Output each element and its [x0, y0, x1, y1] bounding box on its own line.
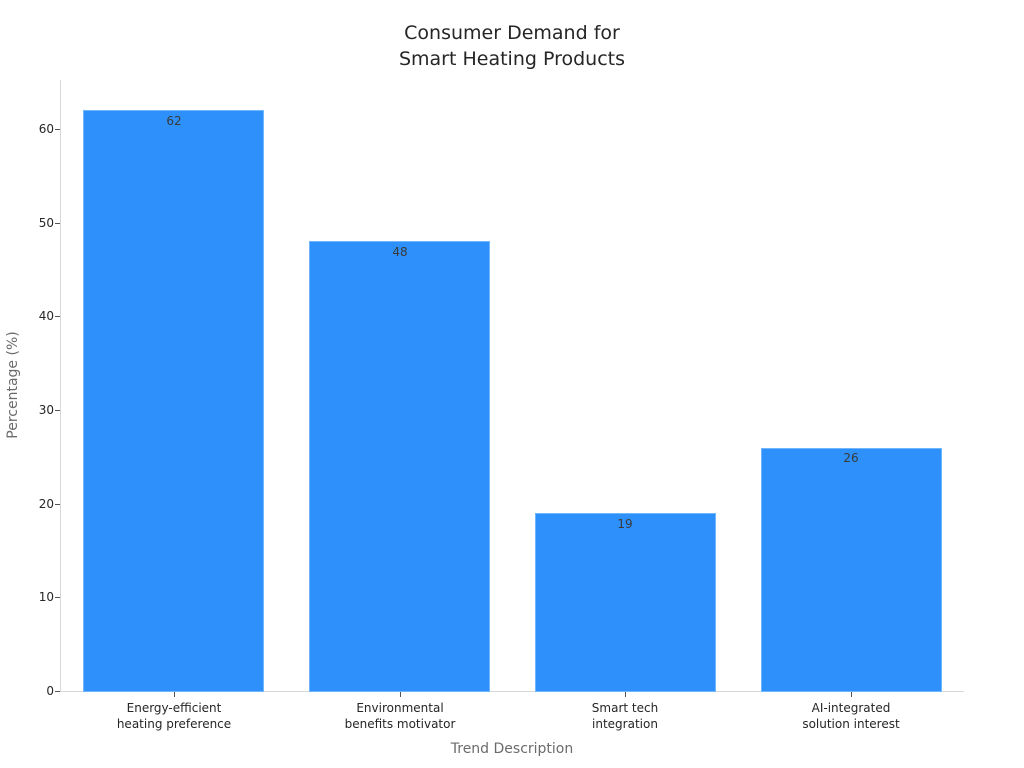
y-tick [55, 223, 60, 224]
x-tick-label: Energy-efficient heating preference [117, 700, 231, 732]
y-axis-title: Percentage (%) [5, 331, 21, 439]
bar-smart-tech[interactable] [535, 513, 716, 692]
chart-title-line-2: Smart Heating Products [398, 48, 626, 70]
x-tick [400, 692, 401, 697]
y-tick [55, 410, 60, 411]
bar-value-label: 48 [392, 245, 408, 259]
bar-value-label: 62 [166, 114, 182, 128]
x-tick [851, 692, 852, 697]
x-tick [625, 692, 626, 697]
y-tick-label: 30 [38, 403, 54, 417]
y-tick-label: 60 [38, 122, 54, 136]
x-axis-line [60, 691, 964, 692]
bar-value-label: 26 [843, 451, 859, 465]
x-label-line: solution interest [802, 717, 900, 731]
chart-title-line-1: Consumer Demand for [404, 22, 620, 44]
y-axis-line [60, 80, 61, 692]
y-tick-label: 10 [38, 590, 54, 604]
y-tick-label: 0 [46, 684, 54, 698]
y-tick [55, 504, 60, 505]
bar-ai-integrated[interactable] [761, 448, 942, 692]
x-label-line: Environmental [356, 701, 444, 715]
y-tick-label: 50 [38, 216, 54, 230]
x-label-line: heating preference [116, 717, 232, 731]
x-tick-label: Smart tech integration [592, 700, 658, 732]
x-label-line: integration [592, 717, 658, 731]
x-tick-label: AI-integrated solution interest [802, 700, 899, 732]
bar-value-label: 19 [617, 517, 633, 531]
x-axis-title: Trend Description [450, 741, 574, 757]
y-tick [55, 129, 60, 130]
y-tick-label: 20 [38, 497, 54, 511]
x-tick-label: Environmental benefits motivator [345, 700, 456, 732]
bar-environmental[interactable] [309, 241, 490, 692]
chart-title: Consumer Demand for Smart Heating Produc… [0, 20, 1024, 72]
y-tick [55, 316, 60, 317]
x-label-line: Smart tech [591, 701, 659, 715]
y-tick [55, 691, 60, 692]
y-tick-label: 40 [38, 309, 54, 323]
x-label-line: Energy-efficient [126, 701, 222, 715]
y-tick [55, 597, 60, 598]
x-tick [174, 692, 175, 697]
x-label-line: benefits motivator [344, 717, 456, 731]
x-label-line: AI-integrated [811, 701, 891, 715]
bar-energy-efficient[interactable] [83, 110, 264, 692]
